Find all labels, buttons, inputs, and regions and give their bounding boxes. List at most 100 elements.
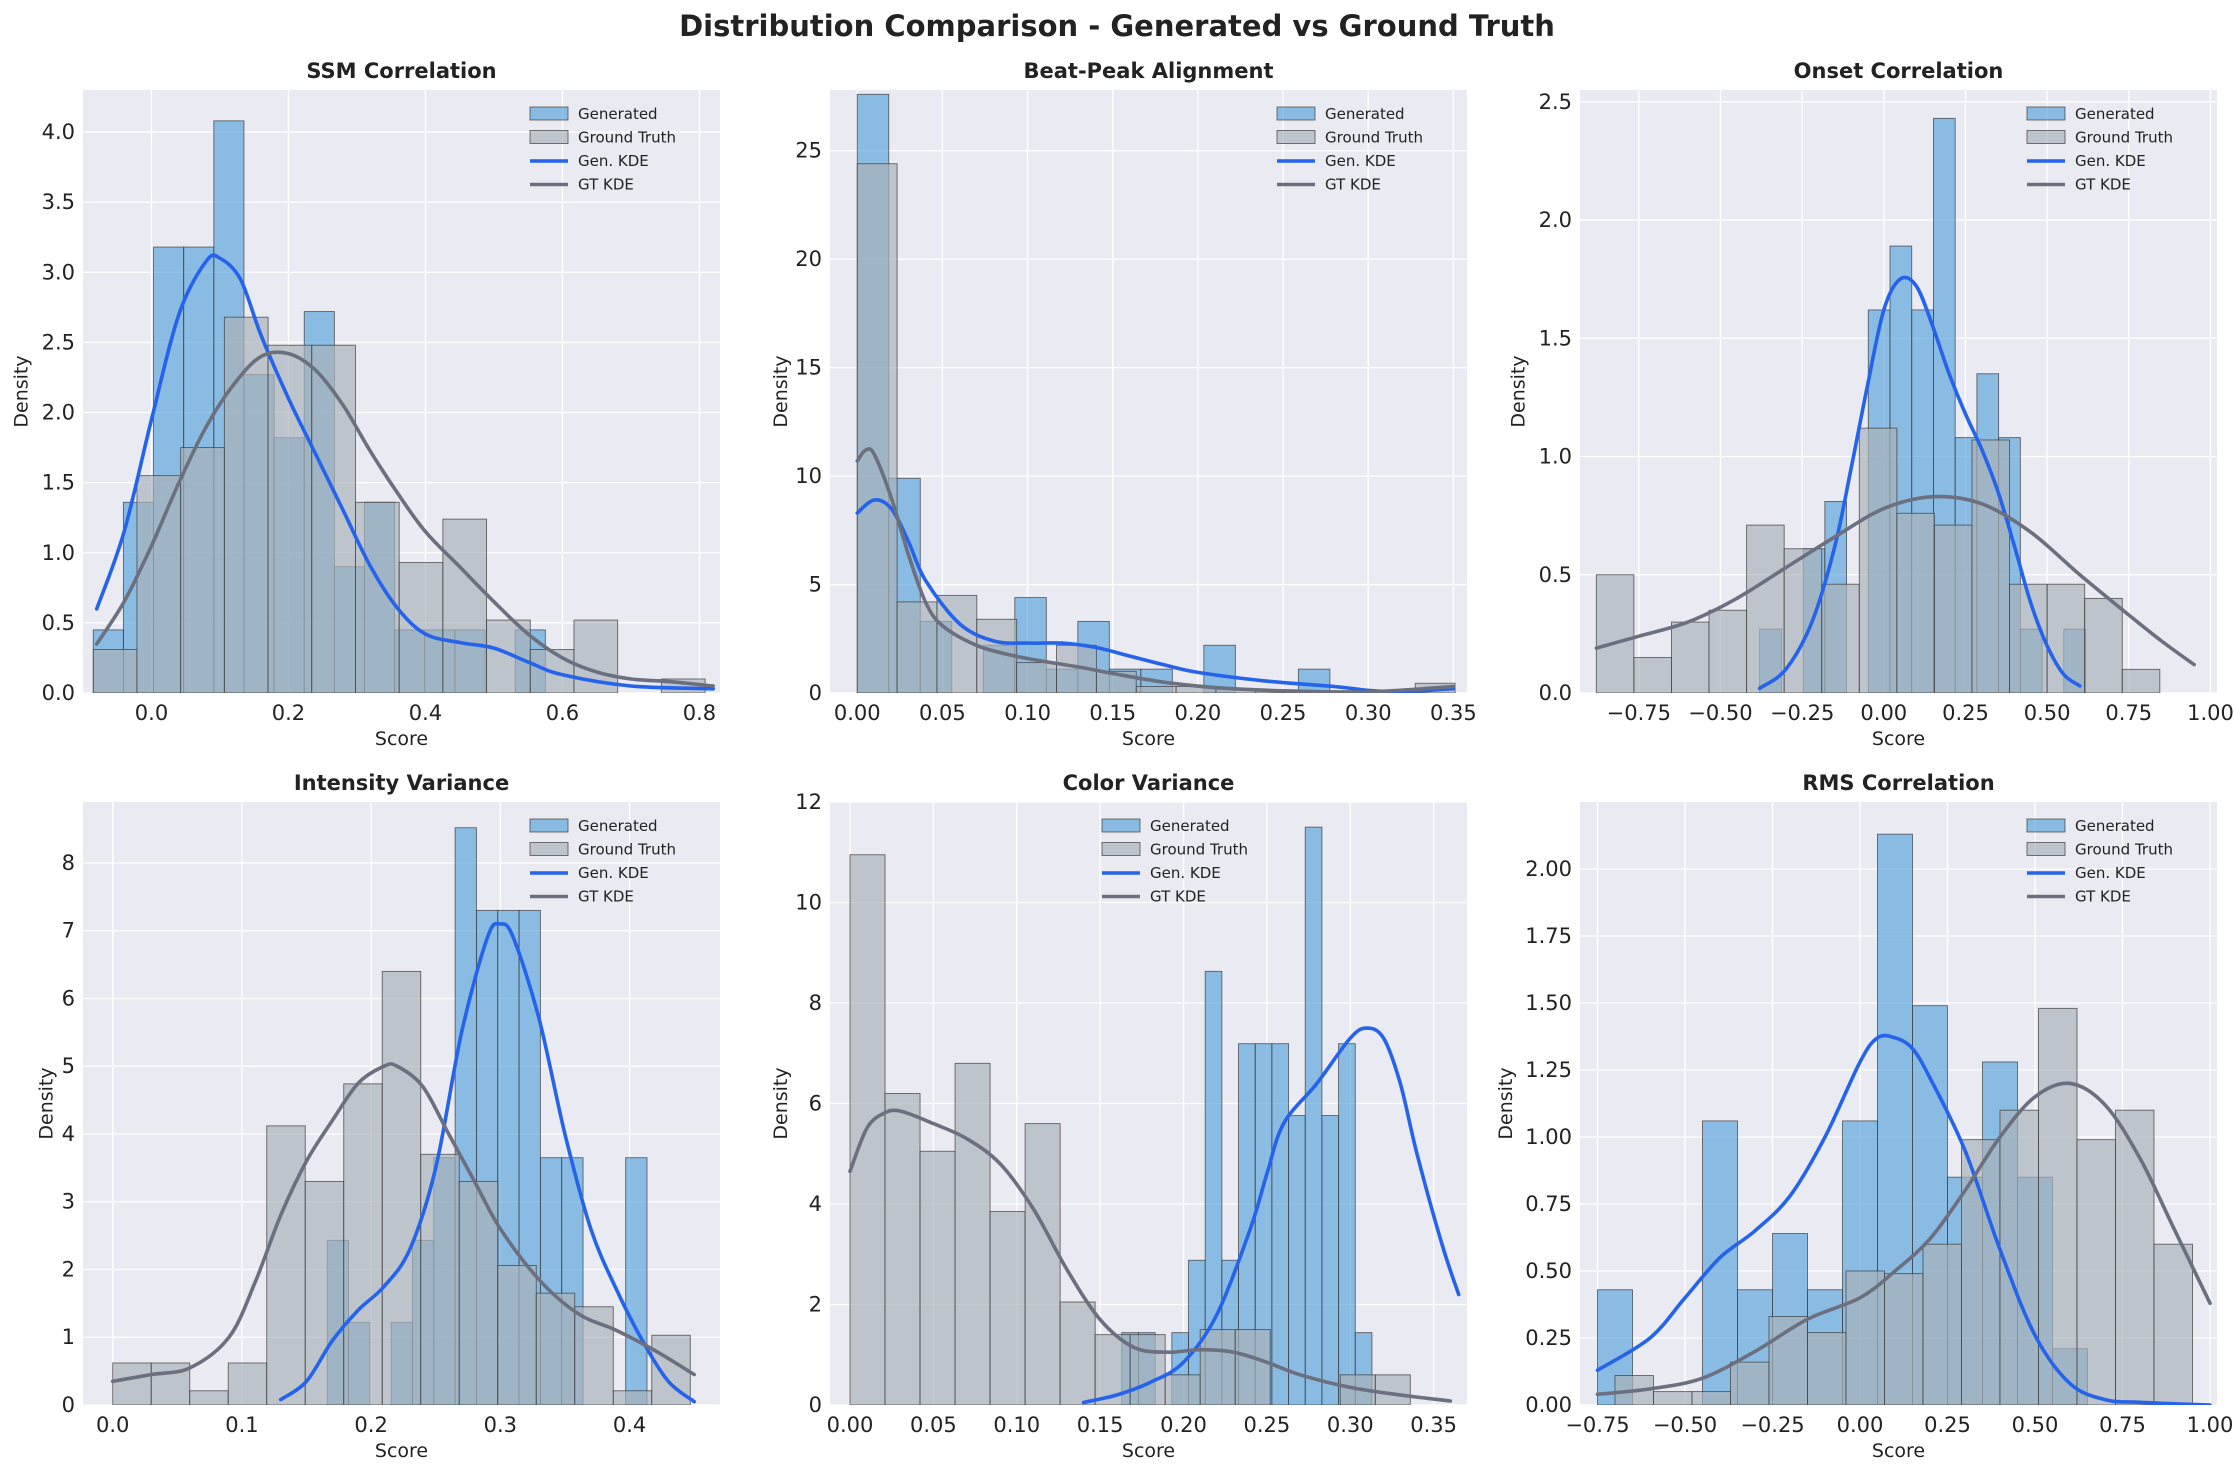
ground-truth-bar[interactable]: [1708, 609, 1748, 693]
ground-truth-bar[interactable]: [180, 447, 225, 693]
ground-truth-bar[interactable]: [2084, 597, 2123, 693]
x-tick-label: 0.05: [910, 1413, 957, 1437]
generated-kde-line[interactable]: [855, 498, 1456, 693]
ground-truth-bar[interactable]: [381, 970, 422, 1405]
y-tick-label: 2.5: [42, 330, 75, 354]
ground-truth-bar[interactable]: [1059, 1301, 1096, 1405]
ground-truth-bar[interactable]: [535, 1292, 576, 1405]
x-tick-labels: −0.75 −0.50 −0.25 0.00 0.25 0.50 0.75 1.00: [1565, 1413, 2233, 1437]
ground-truth-bar[interactable]: [1999, 1109, 2039, 1405]
generated-kde-line[interactable]: [1595, 1033, 2212, 1405]
ground-truth-bar[interactable]: [112, 1362, 152, 1405]
ground-truth-bar[interactable]: [1135, 686, 1177, 693]
ground-truth-kde-line[interactable]: [1595, 1081, 2212, 1397]
ground-truth-bar[interactable]: [1024, 1123, 1061, 1405]
ground-truth-kde-line[interactable]: [1594, 494, 2196, 667]
ground-truth-bar[interactable]: [1199, 1329, 1236, 1405]
ground-truth-bar[interactable]: [486, 619, 531, 693]
legend-gen-kde-label: Gen. KDE: [578, 152, 649, 170]
ground-truth-bar[interactable]: [304, 1180, 345, 1405]
ground-truth-bar[interactable]: [458, 1180, 499, 1405]
ground-truth-bar[interactable]: [1671, 621, 1710, 693]
ground-truth-kde-line[interactable]: [110, 1062, 696, 1384]
ground-truth-bar[interactable]: [1922, 1243, 1962, 1405]
ground-truth-bar[interactable]: [1633, 657, 1672, 693]
ground-truth-bar[interactable]: [1845, 1270, 1885, 1405]
generated-bar[interactable]: [1203, 644, 1236, 693]
generated-bar[interactable]: [1304, 826, 1323, 1405]
generated-kde-line[interactable]: [1757, 275, 2082, 691]
ground-truth-bar[interactable]: [1691, 1391, 1731, 1405]
ground-truth-bar[interactable]: [1858, 427, 1898, 693]
ground-truth-bar[interactable]: [227, 1362, 268, 1405]
generated-kde-line[interactable]: [278, 921, 696, 1404]
subplot-title: SSM Correlation: [306, 59, 496, 83]
generated-bar[interactable]: [1321, 1115, 1340, 1405]
ground-truth-bar[interactable]: [612, 1390, 653, 1405]
generated-kde-line[interactable]: [1081, 1026, 1461, 1405]
ground-truth-bar[interactable]: [442, 518, 488, 693]
legend-generated-label: Generated: [578, 105, 658, 123]
ground-truth-bar[interactable]: [1961, 1139, 2001, 1405]
ground-truth-bar[interactable]: [1807, 1332, 1847, 1405]
ground-truth-bar[interactable]: [92, 649, 138, 693]
ground-truth-kde-line[interactable]: [848, 1108, 1453, 1403]
ground-truth-bar[interactable]: [497, 1264, 537, 1405]
ground-truth-bar[interactable]: [2115, 1109, 2155, 1405]
ground-truth-bar[interactable]: [1016, 662, 1057, 693]
generated-bar[interactable]: [1271, 1043, 1290, 1405]
ground-truth-bar[interactable]: [1896, 512, 1935, 693]
ground-truth-bar[interactable]: [1129, 1334, 1166, 1405]
ground-truth-bar[interactable]: [2038, 1007, 2078, 1405]
ground-truth-bar[interactable]: [1374, 1374, 1411, 1405]
ground-truth-bar[interactable]: [398, 562, 444, 693]
y-tick-label: 7: [62, 919, 75, 943]
ground-truth-bar[interactable]: [1783, 548, 1823, 693]
ground-truth-kde-line[interactable]: [94, 350, 715, 688]
legend-gt-kde: GT KDE: [530, 888, 634, 906]
ground-truth-bar[interactable]: [1164, 1374, 1201, 1405]
x-tick-label: −0.25: [1770, 701, 1834, 725]
ground-truth-bar[interactable]: [343, 1083, 383, 1405]
ground-truth-bar[interactable]: [1595, 574, 1635, 693]
ground-truth-bar[interactable]: [896, 601, 938, 693]
ground-truth-bar[interactable]: [136, 475, 182, 693]
ground-truth-kde-line[interactable]: [855, 447, 1456, 693]
generated-bar[interactable]: [1204, 970, 1223, 1405]
legend: Generated Ground Truth Gen. KDE GT KDE: [529, 105, 676, 194]
ground-truth-bar[interactable]: [189, 1390, 229, 1405]
x-tick-label: 0.00: [1860, 701, 1907, 725]
generated-bar[interactable]: [1702, 1120, 1738, 1405]
generated-bar[interactable]: [625, 1157, 648, 1405]
ground-truth-bar[interactable]: [355, 501, 400, 693]
ground-truth-bar[interactable]: [1933, 524, 1973, 693]
ground-truth-bar[interactable]: [1971, 439, 2011, 693]
ground-truth-bar[interactable]: [2153, 1243, 2193, 1405]
legend-ground-truth: Ground Truth: [529, 129, 676, 147]
ground-truth-bar[interactable]: [266, 1125, 306, 1405]
ground-truth-bar[interactable]: [856, 163, 898, 693]
ground-truth-bar[interactable]: [420, 1153, 460, 1405]
generated-kde-line[interactable]: [94, 253, 715, 691]
ground-truth-bar[interactable]: [1746, 524, 1785, 693]
generated-bar[interactable]: [1338, 1043, 1356, 1405]
legend-generated-label: Generated: [578, 817, 658, 835]
generated-bar[interactable]: [1297, 668, 1331, 693]
ground-truth-bar[interactable]: [989, 1211, 1026, 1405]
ground-truth-bar[interactable]: [884, 1092, 921, 1405]
ground-truth-bar[interactable]: [919, 1150, 956, 1405]
ground-truth-bar[interactable]: [954, 1062, 991, 1405]
y-tick-label: 3.0: [42, 260, 75, 284]
x-tick-label: 0.50: [2012, 1413, 2059, 1437]
legend-gen-kde: Gen. KDE: [530, 152, 649, 170]
ground-truth-bar[interactable]: [1730, 1361, 1770, 1405]
y-tick-label: 4.0: [42, 120, 75, 144]
ground-truth-bar[interactable]: [2076, 1139, 2116, 1405]
ground-truth-bar[interactable]: [1234, 1329, 1271, 1405]
generated-bar[interactable]: [1288, 1115, 1306, 1405]
ground-truth-bar[interactable]: [1653, 1391, 1693, 1405]
ground-truth-bar[interactable]: [223, 316, 269, 693]
ground-truth-bar[interactable]: [1884, 1273, 1924, 1405]
ground-truth-bar[interactable]: [1821, 583, 1860, 693]
ground-truth-bar[interactable]: [2121, 668, 2161, 693]
